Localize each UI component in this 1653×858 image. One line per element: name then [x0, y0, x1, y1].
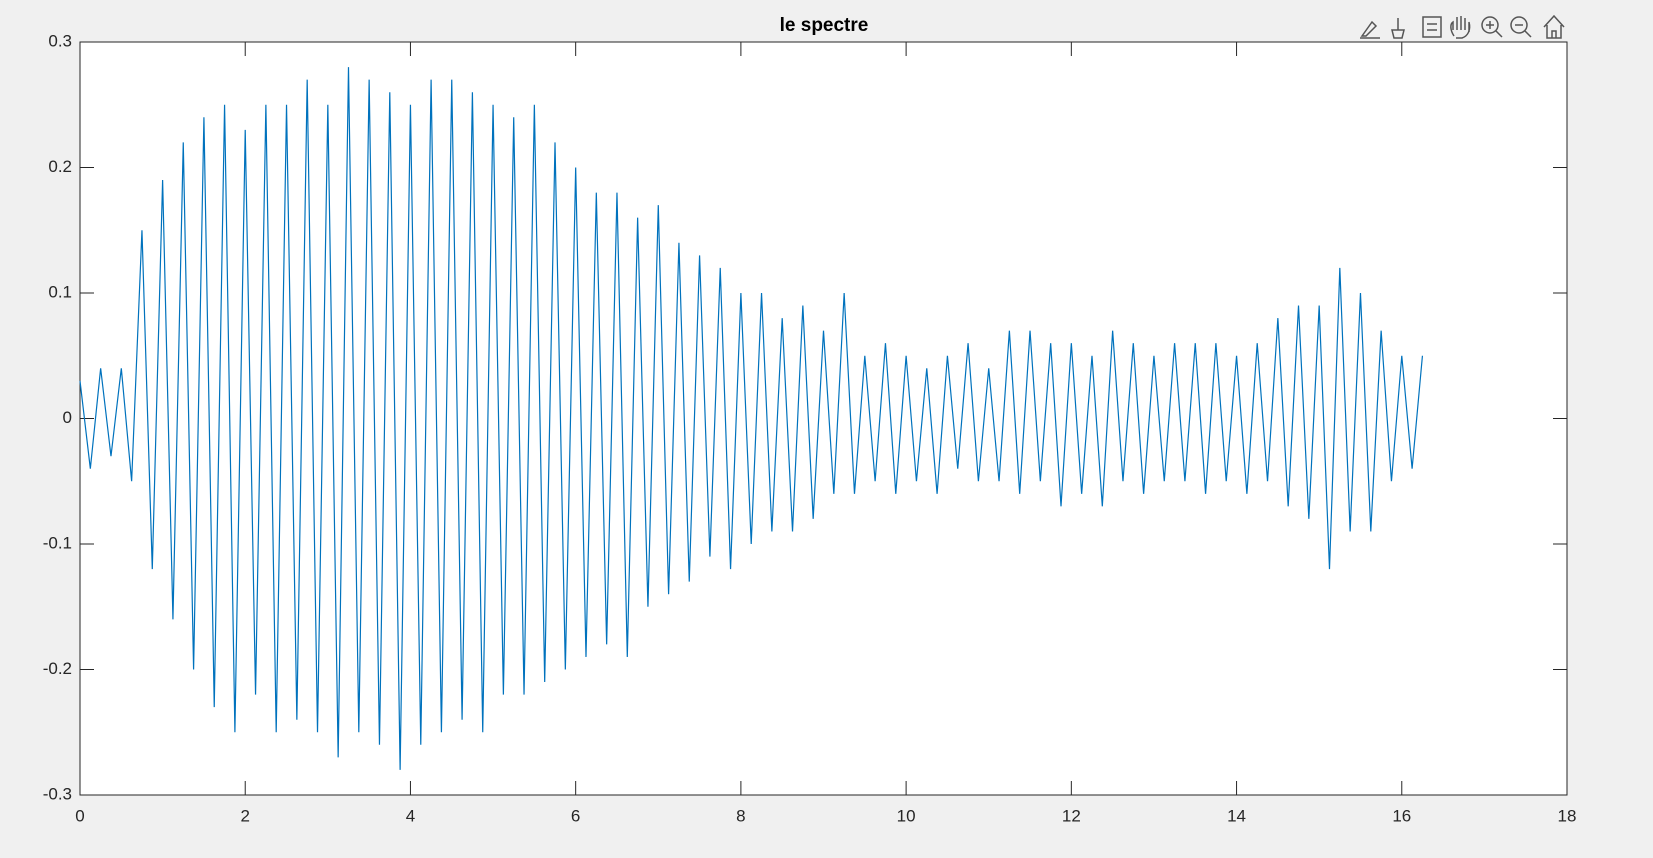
x-tick-label: 18: [1558, 806, 1577, 825]
x-tick-label: 6: [571, 806, 580, 825]
x-tick-label: 10: [897, 806, 916, 825]
chart-title: le spectre: [780, 15, 869, 36]
x-tick-label: 16: [1392, 806, 1411, 825]
y-tick-label: -0.2: [43, 659, 72, 678]
axes-box: [79, 41, 1568, 796]
y-tick-label: -0.1: [43, 533, 72, 552]
x-tick-label: 8: [736, 806, 745, 825]
legend-tool[interactable]: [1422, 16, 1442, 38]
y-tick-label: 0.2: [48, 157, 72, 176]
axes-toolbar: [1360, 14, 1565, 39]
zoom-in-tool[interactable]: [1481, 16, 1503, 38]
brush-tool[interactable]: [1360, 20, 1380, 39]
pan-tool[interactable]: [1450, 16, 1471, 39]
y-tick-label: 0: [63, 408, 72, 427]
zoom-out-tool[interactable]: [1510, 16, 1532, 38]
x-tick-label: 4: [406, 806, 415, 825]
x-tick-label: 14: [1227, 806, 1246, 825]
y-tick-label: 0.1: [48, 282, 72, 301]
data-tips-tool[interactable]: [1391, 18, 1405, 39]
x-tick-label: 12: [1062, 806, 1081, 825]
home-tool[interactable]: [1543, 14, 1565, 39]
x-tick-label: 2: [240, 806, 249, 825]
x-tick-label: 0: [75, 806, 84, 825]
y-tick-label: -0.3: [43, 784, 72, 803]
waveform-line: [79, 67, 1424, 770]
y-tick-label: 0.3: [48, 31, 72, 50]
